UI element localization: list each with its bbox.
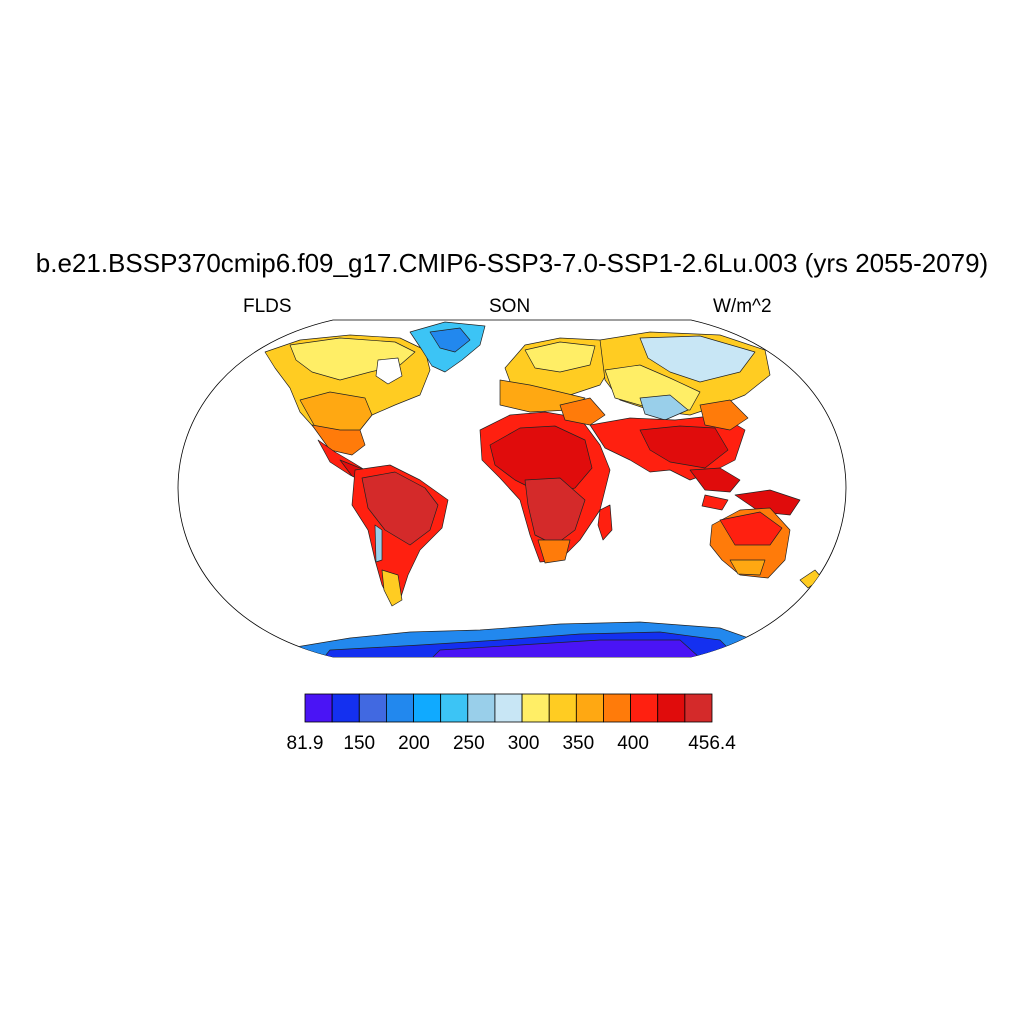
colorbar-swatch [304, 693, 333, 723]
colorbar-swatch [494, 693, 523, 723]
colorbar-swatch [358, 693, 387, 723]
colorbar-swatch [440, 693, 469, 723]
colorbar-min-label: 81.9 [287, 733, 324, 754]
colorbar-tick-label: 400 [617, 733, 649, 754]
colorbar-swatch [657, 693, 686, 723]
antarctica [289, 621, 761, 657]
colorbar-swatch [413, 693, 442, 723]
south-america [351, 464, 449, 607]
colorbar-tick-label: 200 [398, 733, 430, 754]
season-label: SON [489, 296, 531, 317]
colorbar-tick-label: 300 [508, 733, 540, 754]
colorbar-swatch [521, 693, 550, 723]
colorbar-tick-label: 250 [453, 733, 485, 754]
colorbar-swatch [467, 693, 496, 723]
colorbar-tick-labels: 150 200 250 300 350 400 [343, 733, 649, 754]
colorbar-tick-label: 350 [562, 733, 594, 754]
north-america [264, 334, 431, 487]
australia [709, 507, 791, 579]
plot-title: b.e21.BSSP370cmip6.f09_g17.CMIP6-SSP3-7.… [35, 248, 989, 278]
greenland [409, 321, 486, 373]
asia [589, 331, 771, 481]
africa [479, 397, 611, 564]
variable-label: FLDS [243, 296, 292, 317]
colorbar-swatch [548, 693, 577, 723]
colorbar-swatches [304, 693, 713, 723]
colorbar-max-label: 456.4 [688, 733, 736, 754]
units-label: W/m^2 [713, 296, 772, 317]
colorbar-swatch [630, 693, 659, 723]
southeast-asia-islands [689, 467, 801, 516]
colorbar-swatch [603, 693, 632, 723]
colorbar-swatch [575, 693, 604, 723]
colorbar-swatch [331, 693, 360, 723]
madagascar [597, 504, 613, 541]
colorbar-swatch [684, 693, 713, 723]
colorbar-tick-label: 150 [343, 733, 375, 754]
colorbar-swatch [385, 693, 414, 723]
